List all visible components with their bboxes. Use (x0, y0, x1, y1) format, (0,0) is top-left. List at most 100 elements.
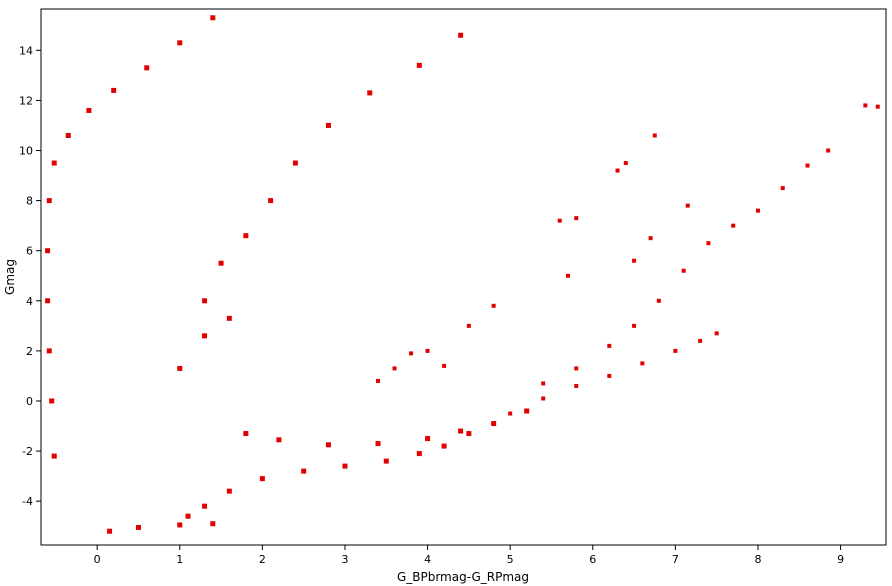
x-tick-label: 1 (176, 553, 183, 566)
data-point (491, 303, 496, 308)
data-point (681, 268, 686, 273)
data-point (51, 160, 57, 166)
data-point (276, 437, 282, 443)
data-point (673, 348, 678, 353)
data-point (325, 442, 331, 448)
data-point (640, 361, 645, 366)
data-point (367, 90, 373, 96)
giant-branch-bottom (243, 428, 464, 448)
y-tick-label: -4 (22, 495, 33, 508)
x-tick-label: 7 (672, 553, 679, 566)
data-point (458, 428, 464, 434)
data-point (177, 40, 183, 46)
data-point (144, 65, 150, 71)
y-tick-label: 0 (26, 395, 33, 408)
data-point (574, 216, 579, 221)
y-axis-ticks: -4 -2 0 2 4 6 8 10 12 14 (19, 44, 41, 508)
data-point (243, 233, 249, 239)
data-point (656, 298, 661, 303)
data-point (45, 298, 51, 304)
data-point (409, 351, 414, 356)
data-point (111, 87, 117, 93)
data-point (65, 132, 71, 138)
y-tick-label: 12 (19, 94, 33, 107)
data-point (442, 363, 447, 368)
main-sequence (177, 32, 464, 371)
x-tick-label: 0 (94, 553, 101, 566)
x-axis-label: G_BPbrmag-G_RPmag (397, 570, 529, 584)
giant-branch-top (185, 408, 530, 519)
data-point (652, 133, 657, 138)
data-point (325, 122, 331, 128)
data-point (383, 458, 389, 464)
data-point (632, 323, 637, 328)
data-point (607, 343, 612, 348)
data-point (863, 103, 868, 108)
data-point (210, 521, 216, 527)
data-point (524, 408, 530, 414)
data-point (416, 62, 422, 68)
data-point (780, 186, 785, 191)
data-point (491, 421, 497, 427)
data-point (416, 451, 422, 457)
data-point (632, 258, 637, 263)
y-tick-label: -2 (22, 445, 33, 458)
data-point (375, 441, 381, 447)
y-tick-label: 6 (26, 245, 33, 258)
x-tick-label: 6 (589, 553, 596, 566)
data-point (210, 15, 216, 21)
data-point (805, 163, 810, 168)
data-point (292, 160, 298, 166)
data-point (49, 398, 55, 404)
data-point (107, 528, 113, 534)
data-point (46, 198, 52, 204)
bright-blue-band (107, 521, 216, 534)
data-point (202, 503, 208, 509)
data-point (714, 331, 719, 336)
data-point (574, 383, 579, 388)
outliers (376, 103, 880, 383)
data-point (202, 333, 208, 339)
data-point (301, 468, 307, 474)
data-point (218, 260, 224, 266)
data-point (226, 315, 232, 321)
upper-sequence (508, 331, 719, 416)
data-point (86, 107, 92, 113)
data-point (466, 323, 471, 328)
data-point (607, 373, 612, 378)
data-point (259, 476, 265, 482)
data-point (51, 453, 57, 459)
x-tick-label: 3 (341, 553, 348, 566)
data-point (648, 236, 653, 241)
data-point (45, 248, 51, 254)
data-point (135, 524, 141, 530)
plot-frame (40, 8, 887, 546)
data-point (615, 168, 620, 173)
data-point (685, 203, 690, 208)
data-point (541, 381, 546, 386)
data-point (46, 348, 52, 354)
data-point (565, 273, 570, 278)
y-tick-label: 14 (19, 44, 33, 57)
y-tick-label: 4 (26, 295, 33, 308)
data-point (541, 396, 546, 401)
data-point (875, 104, 880, 109)
data-point (574, 366, 579, 371)
data-point (441, 443, 447, 449)
data-point (202, 298, 208, 304)
y-tick-label: 8 (26, 195, 33, 208)
x-tick-label: 8 (754, 553, 761, 566)
y-tick-label: 10 (19, 145, 33, 158)
data-point (508, 411, 513, 416)
data-point (698, 338, 703, 343)
lower-sequence (541, 148, 831, 386)
data-point (458, 32, 464, 38)
data-point (376, 378, 381, 383)
x-axis-ticks: 0 1 2 3 4 5 6 7 8 9 (94, 545, 844, 566)
y-tick-label: 2 (26, 345, 33, 358)
data-point (731, 223, 736, 228)
y-axis-label: Gmag (3, 259, 17, 295)
data-point (826, 148, 831, 153)
data-point (342, 463, 348, 469)
data-point (177, 522, 183, 528)
